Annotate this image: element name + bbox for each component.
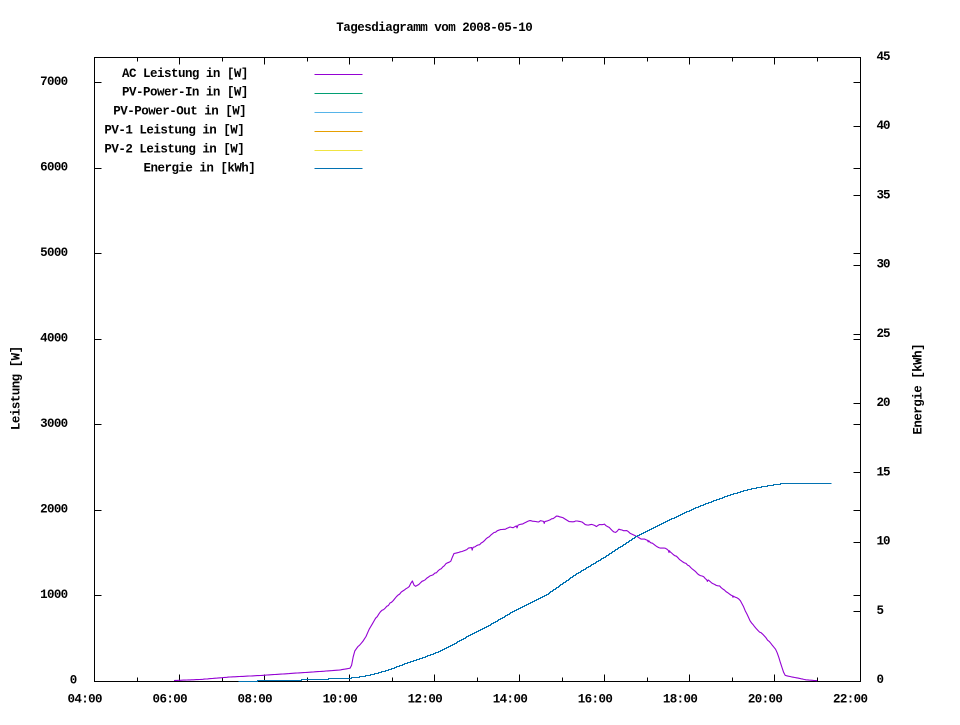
svg-text:7000: 7000 [40,75,68,89]
svg-text:06:00: 06:00 [153,692,188,706]
svg-text:Energie [kWh]: Energie [kWh] [911,343,925,434]
svg-text:PV-2 Leistung in [W]: PV-2 Leistung in [W] [104,142,244,156]
svg-text:40: 40 [877,119,891,133]
svg-text:1000: 1000 [40,588,68,602]
svg-text:PV-Power-Out in [W]: PV-Power-Out in [W] [113,105,246,119]
svg-text:04:00: 04:00 [67,692,102,706]
svg-text:20: 20 [877,396,891,410]
svg-text:22:00: 22:00 [833,692,868,706]
svg-text:Tagesdiagramm vom 2008-05-10: Tagesdiagramm vom 2008-05-10 [336,21,533,35]
svg-text:Energie in [kWh]: Energie in [kWh] [144,161,256,175]
svg-text:10: 10 [877,535,891,549]
svg-text:16:00: 16:00 [578,692,613,706]
svg-text:15: 15 [877,465,891,479]
svg-text:6000: 6000 [40,161,68,175]
svg-text:PV-Power-In in [W]: PV-Power-In in [W] [122,86,248,100]
svg-text:0: 0 [877,673,885,687]
svg-text:30: 30 [877,258,891,272]
svg-text:45: 45 [877,50,891,64]
svg-text:PV-1 Leistung in [W]: PV-1 Leistung in [W] [104,124,244,138]
svg-text:20:00: 20:00 [748,692,783,706]
svg-text:2000: 2000 [40,503,68,517]
svg-text:5: 5 [877,604,885,618]
svg-text:0: 0 [70,674,78,688]
svg-text:3000: 3000 [40,417,68,431]
svg-text:Leistung [W]: Leistung [W] [10,346,24,430]
svg-text:08:00: 08:00 [238,692,273,706]
svg-text:10:00: 10:00 [323,692,358,706]
svg-text:25: 25 [877,327,891,341]
svg-text:5000: 5000 [40,246,68,260]
svg-text:18:00: 18:00 [663,692,698,706]
svg-text:35: 35 [877,189,891,203]
svg-text:4000: 4000 [40,332,68,346]
svg-text:12:00: 12:00 [408,692,443,706]
svg-text:AC Leistung in [W]: AC Leistung in [W] [122,67,248,81]
svg-text:14:00: 14:00 [493,692,528,706]
